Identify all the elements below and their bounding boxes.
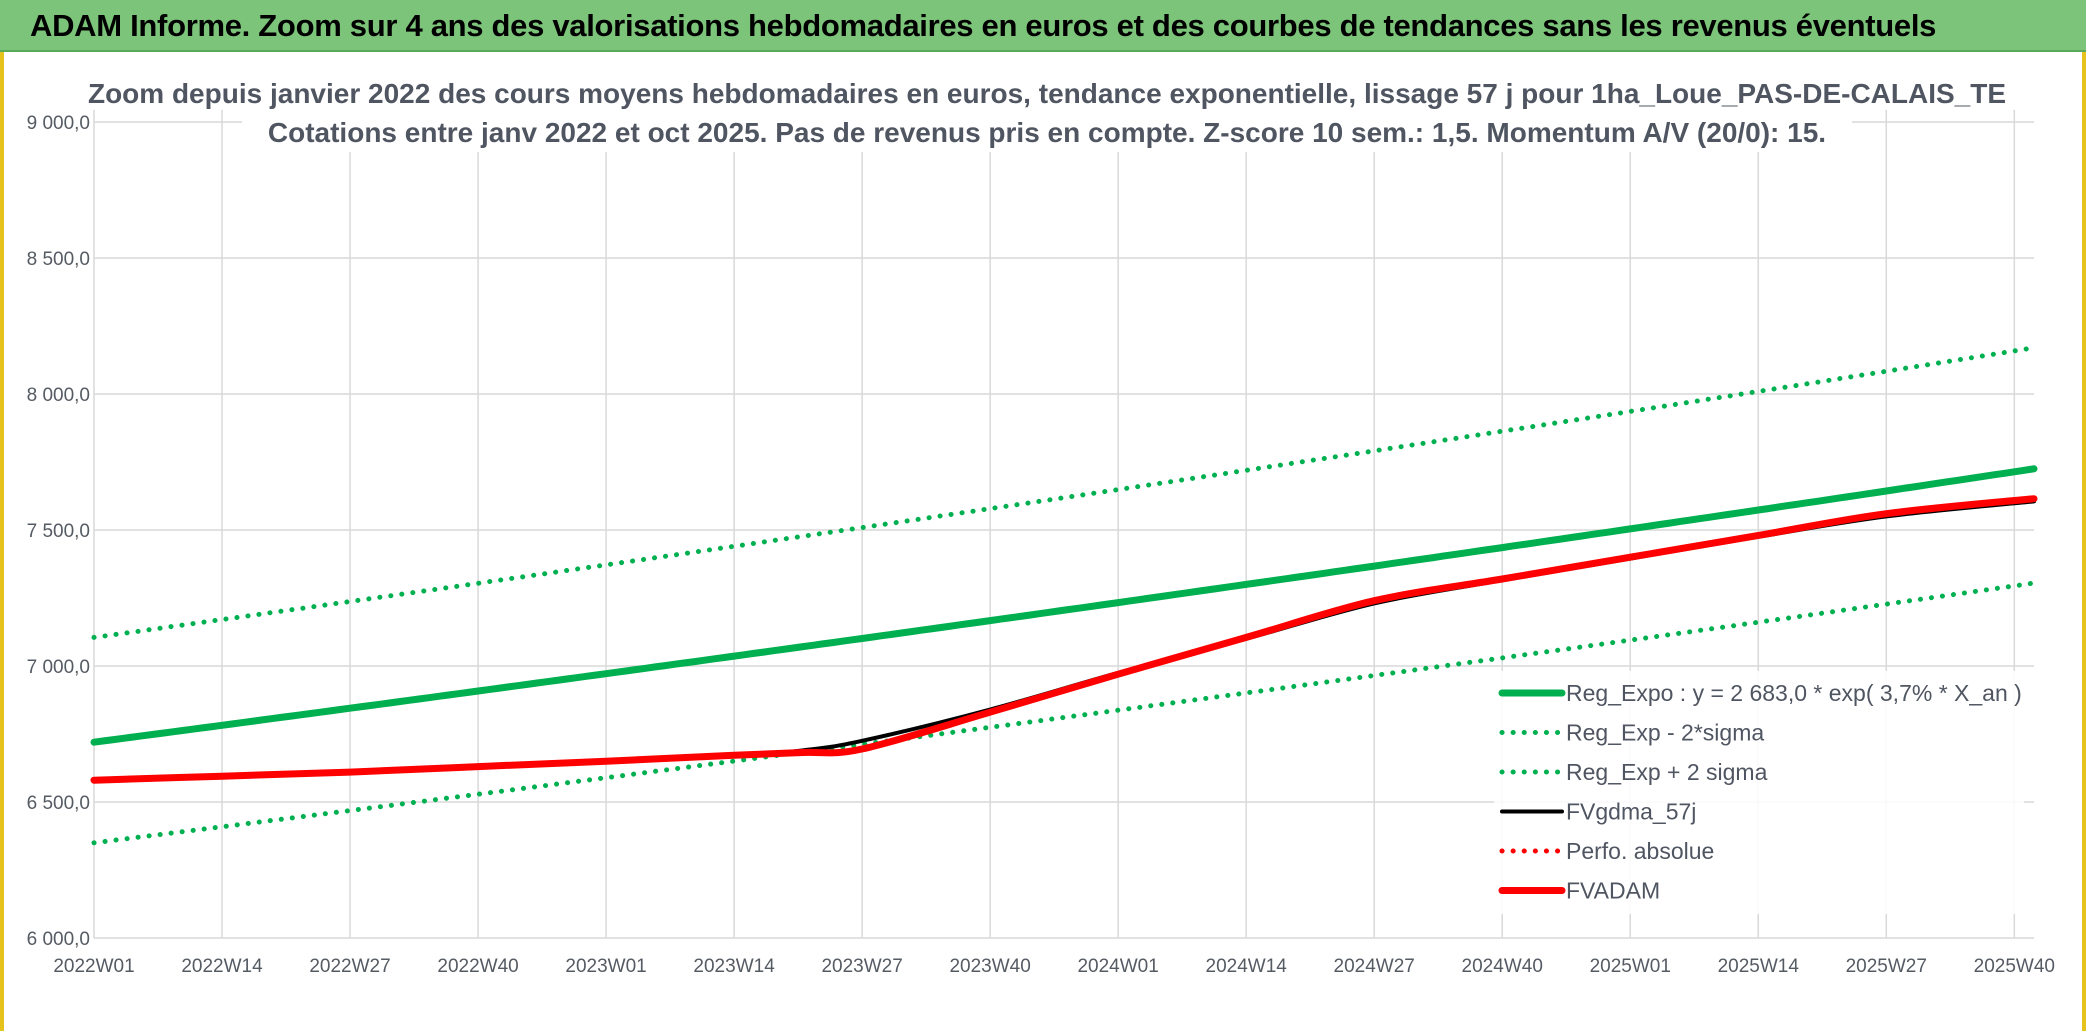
x-tick-label: 2023W40	[949, 956, 1030, 977]
legend-label-4: Perfo. absolue	[1566, 838, 1714, 864]
x-tick-label: 2023W27	[821, 956, 902, 977]
legend-label-5: FVADAM	[1566, 878, 1660, 904]
axis-layer: 6 000,0 6 500,0 7 000,0 7 500,0 8 000,0 8 500…	[27, 113, 2055, 977]
x-tick-label: 2025W01	[1590, 956, 1671, 977]
legend-label-1: Reg_Exp - 2*sigma	[1566, 720, 1764, 746]
chart-title-line-1: Zoom depuis janvier 2022 des cours moyen…	[88, 78, 2006, 109]
report-banner: ADAM Informe. Zoom sur 4 ans des valoris…	[0, 0, 2086, 52]
x-tick-label: 2022W27	[309, 956, 390, 977]
x-tick-label: 2025W27	[1846, 956, 1927, 977]
y-tick-label: 6 500,0	[27, 793, 90, 814]
x-tick-label: 2025W40	[1974, 956, 2055, 977]
series-line-5	[90, 495, 2038, 784]
series-line-2	[91, 345, 2037, 640]
x-tick-label: 2024W14	[1206, 956, 1288, 977]
legend-label-3: FVgdma_57j	[1566, 799, 1696, 825]
y-tick-label: 8 000,0	[27, 385, 90, 406]
x-tick-label: 2024W27	[1334, 956, 1415, 977]
x-tick-label: 2022W01	[53, 956, 134, 977]
legend: Reg_Expo : y = 2 683,0 * exp( 3,7% * X_a…	[1494, 671, 2024, 914]
legend-label-2: Reg_Exp + 2 sigma	[1566, 759, 1768, 785]
series-line-1	[91, 580, 2037, 846]
x-tick-label: 2022W14	[181, 956, 263, 977]
chart-frame: 6 000,0 6 500,0 7 000,0 7 500,0 8 000,0 8 500…	[0, 52, 2086, 1031]
banner-title: ADAM Informe. Zoom sur 4 ans des valoris…	[30, 8, 1937, 43]
series-line-0	[90, 465, 2038, 746]
legend-background	[1494, 671, 2024, 914]
y-tick-label: 7 000,0	[27, 657, 90, 678]
x-tick-label: 2023W01	[565, 956, 646, 977]
x-tick-label: 2025W14	[1718, 956, 1800, 977]
series-layer	[90, 345, 2038, 846]
y-tick-label: 6 000,0	[27, 929, 90, 950]
y-tick-label: 8 500,0	[27, 249, 90, 270]
x-tick-label: 2024W40	[1462, 956, 1543, 977]
y-tick-label: 7 500,0	[27, 521, 90, 542]
line-chart: 6 000,0 6 500,0 7 000,0 7 500,0 8 000,0 8 500…	[27, 66, 2055, 977]
chart-title-line-2: Cotations entre janv 2022 et oct 2025. P…	[268, 117, 1826, 148]
chart-title-group: Zoom depuis janvier 2022 des cours moyen…	[88, 66, 2006, 152]
x-tick-label: 2024W01	[1077, 956, 1158, 977]
legend-label-0: Reg_Expo : y = 2 683,0 * exp( 3,7% * X_a…	[1566, 680, 2022, 706]
y-tick-label: 9 000,0	[27, 113, 90, 134]
x-tick-label: 2022W40	[437, 956, 518, 977]
x-tick-label: 2023W14	[693, 956, 775, 977]
